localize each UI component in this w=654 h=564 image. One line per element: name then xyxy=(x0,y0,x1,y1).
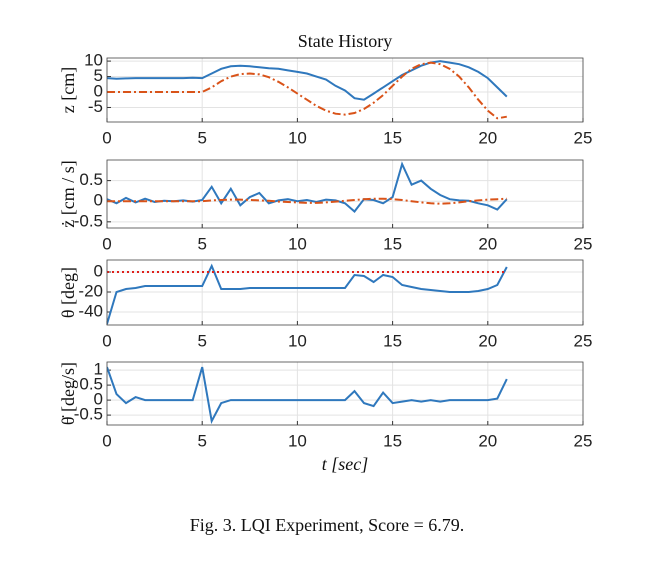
x-tick-label: 10 xyxy=(288,331,307,350)
axes-frame xyxy=(106,57,584,123)
y-tick-label: 0.5 xyxy=(79,375,103,394)
plot-area xyxy=(107,160,583,228)
y-tick-label: 0 xyxy=(94,390,103,409)
y-tick-label: -5 xyxy=(88,97,103,116)
axes-frame xyxy=(106,159,584,229)
x-tick-label: 20 xyxy=(478,331,497,350)
y-tick-label: -0.5 xyxy=(74,405,103,424)
x-tick-label: 25 xyxy=(574,128,593,147)
x-tick-label: 20 xyxy=(478,234,497,253)
x-tick-label: 15 xyxy=(383,331,402,350)
y-axis-label: θ̇ [deg/s] xyxy=(58,362,78,425)
x-tick-label: 10 xyxy=(288,431,307,450)
x-tick-label: 10 xyxy=(288,234,307,253)
y-tick-label: 10 xyxy=(84,51,103,70)
x-tick-label: 0 xyxy=(102,431,111,450)
x-tick-label: 25 xyxy=(574,331,593,350)
x-tick-label: 25 xyxy=(574,431,593,450)
x-tick-label: 10 xyxy=(288,128,307,147)
axes-frame xyxy=(106,259,584,326)
series-line xyxy=(107,197,507,205)
axes-frame xyxy=(106,361,584,426)
y-tick-label: -20 xyxy=(78,281,103,300)
y-tick-label: 0 xyxy=(94,261,103,280)
chart-title: State History xyxy=(298,31,393,51)
y-tick-label: 0 xyxy=(94,81,103,100)
x-tick-label: 5 xyxy=(197,128,206,147)
y-tick-label: -0.5 xyxy=(74,211,103,230)
plot-area xyxy=(107,362,583,425)
x-axis-label: t [sec] xyxy=(322,454,369,474)
x-tick-label: 15 xyxy=(383,128,402,147)
y-tick-label: 1 xyxy=(94,360,103,379)
x-tick-label: 0 xyxy=(102,234,111,253)
y-axis-label: z [cm] xyxy=(58,67,78,113)
x-tick-label: 5 xyxy=(197,431,206,450)
y-tick-label: 0 xyxy=(94,191,103,210)
y-tick-label: 0.5 xyxy=(79,170,103,189)
x-tick-label: 25 xyxy=(574,234,593,253)
x-tick-label: 0 xyxy=(102,128,111,147)
series-line xyxy=(107,60,508,101)
x-tick-label: 20 xyxy=(478,431,497,450)
x-tick-label: 20 xyxy=(478,128,497,147)
x-tick-label: 5 xyxy=(197,331,206,350)
series-line xyxy=(107,61,507,120)
x-tick-label: 5 xyxy=(197,234,206,253)
x-tick-label: 0 xyxy=(102,331,111,350)
y-axis-label: θ [deg] xyxy=(58,267,78,318)
caption: Fig. 3. LQI Experiment, Score = 6.79. xyxy=(190,515,465,535)
series-line xyxy=(107,263,508,325)
x-tick-label: 15 xyxy=(383,431,402,450)
y-tick-label: -40 xyxy=(78,301,103,320)
series-line xyxy=(107,366,508,425)
x-tick-label: 15 xyxy=(383,234,402,253)
y-tick-label: 5 xyxy=(94,66,103,85)
y-axis-label: ż [cm / s] xyxy=(58,160,78,227)
